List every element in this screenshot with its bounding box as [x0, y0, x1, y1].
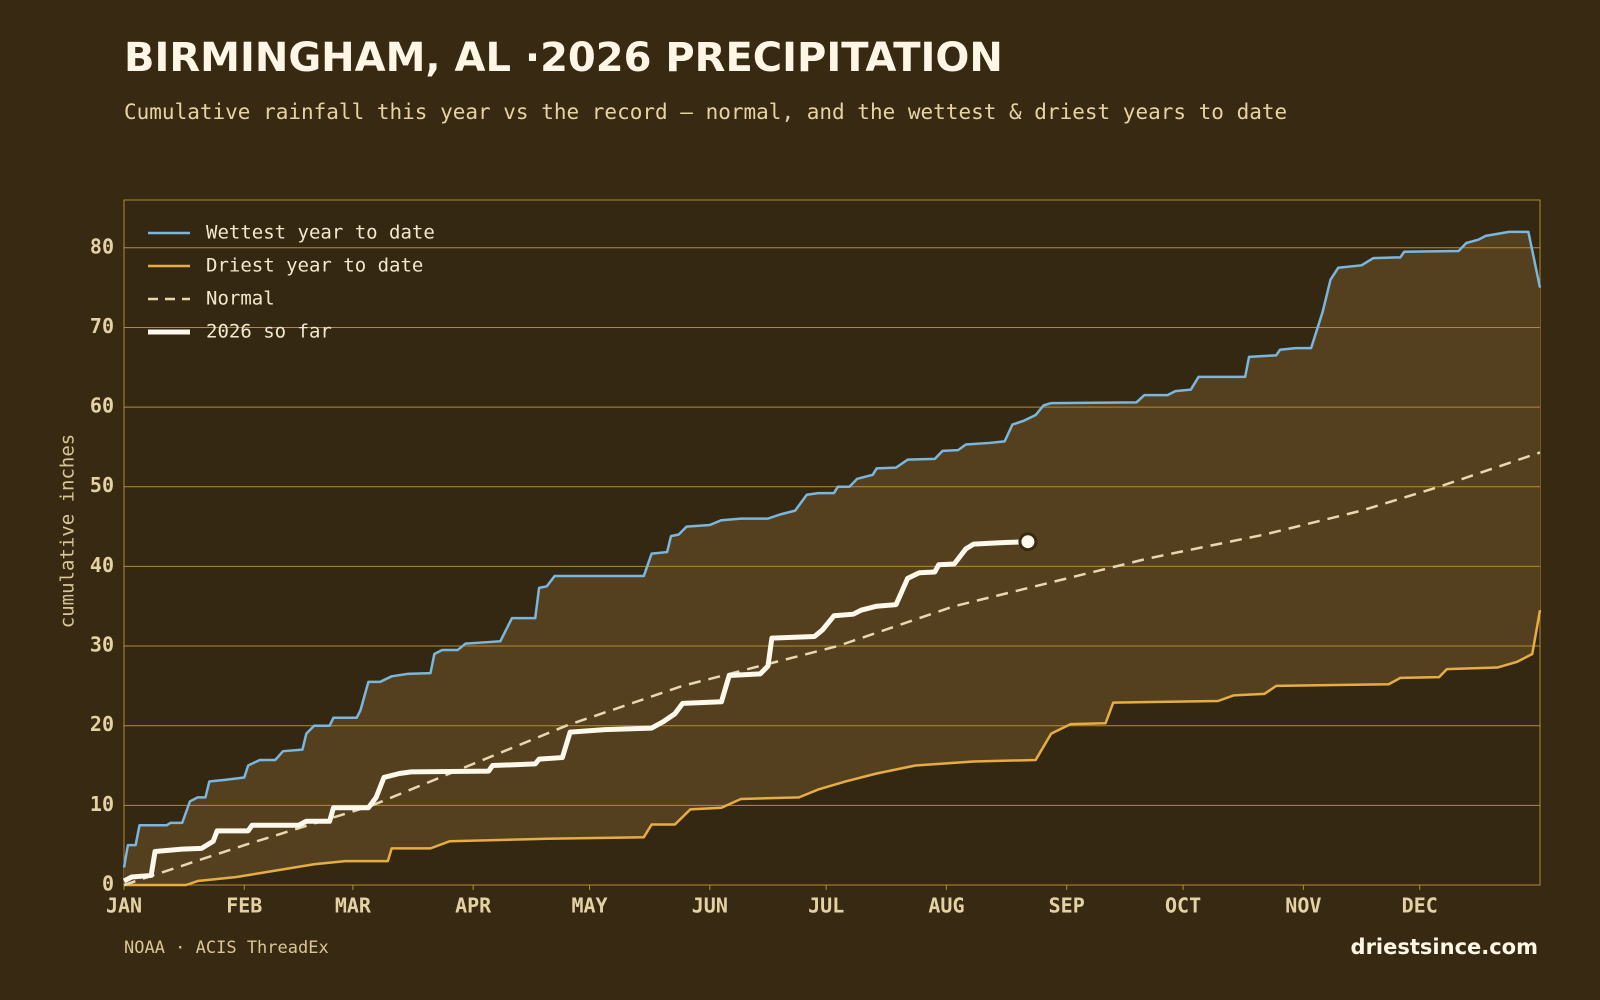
series-line — [124, 609, 1542, 887]
y-tick-label: 30 — [90, 633, 114, 657]
y-tick-label: 20 — [90, 712, 114, 736]
x-tick-label: SEP — [1049, 894, 1085, 918]
x-tick-label: MAR — [335, 894, 372, 918]
legend-label: Wettest year to date — [206, 222, 435, 244]
x-tick-label: MAY — [571, 894, 607, 918]
legend-label: 2026 so far — [206, 321, 332, 343]
y-tick-label: 10 — [90, 792, 114, 816]
x-tick-label: NOV — [1285, 894, 1321, 918]
chart-title: BIRMINGHAM, AL ·2026 PRECIPITATION — [124, 35, 1003, 81]
y-tick-label: 40 — [90, 553, 114, 577]
legend-label: Normal — [206, 288, 275, 310]
x-tick-label: FEB — [226, 894, 262, 918]
series-line — [122, 230, 1542, 868]
source: NOAA · ACIS ThreadEx — [124, 938, 329, 958]
end-marker — [1018, 532, 1038, 552]
x-tick-label: AUG — [928, 894, 964, 918]
x-tick-label: DEC — [1402, 894, 1438, 918]
y-axis-label: cumulative inches — [57, 434, 79, 628]
chart-subtitle: Cumulative rainfall this year vs the rec… — [124, 100, 1287, 124]
legend-label: Driest year to date — [206, 255, 423, 277]
y-tick-label: 60 — [90, 394, 114, 418]
series-line — [122, 539, 1028, 884]
x-tick-label: JUN — [692, 894, 728, 918]
range-band — [124, 231, 1540, 885]
y-tick-label: 0 — [102, 872, 114, 896]
y-tick-label: 50 — [90, 473, 114, 497]
y-tick-label: 70 — [90, 314, 114, 338]
x-tick-label: JAN — [106, 894, 142, 918]
y-tick-label: 80 — [90, 234, 114, 258]
x-tick-label: JUL — [808, 894, 844, 918]
site-name: driestsince.com — [1351, 935, 1538, 959]
x-tick-label: OCT — [1165, 894, 1201, 918]
x-tick-label: APR — [455, 894, 492, 918]
